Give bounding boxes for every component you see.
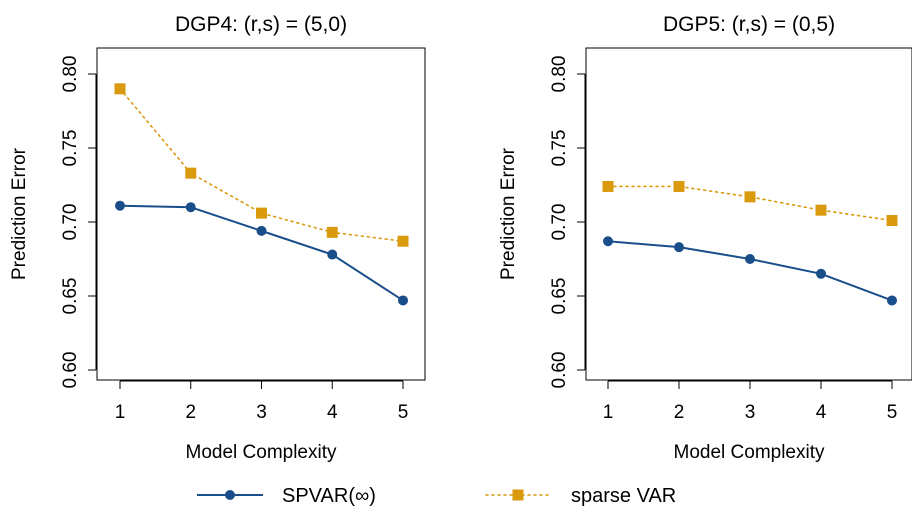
data-point-circle bbox=[256, 225, 267, 236]
x-tick-label: 1 bbox=[603, 402, 614, 423]
series-spvar bbox=[603, 236, 897, 306]
chart-panel-1: DGP4: (r,s) = (5,0) 1 2 3 4 5 Model Complexity… bbox=[9, 13, 426, 463]
y-tick-label: 0.75 bbox=[549, 130, 570, 167]
plot-frame bbox=[585, 47, 912, 381]
data-point-square bbox=[815, 204, 827, 216]
chart-title: DGP5: (r,s) = (0,5) bbox=[663, 13, 835, 36]
chart-panel-2: DGP5: (r,s) = (0,5) 1 2 3 4 5 Model Complexity… bbox=[498, 13, 912, 463]
data-point-square bbox=[886, 215, 898, 227]
legend: SPVAR(∞) sparse VAR bbox=[197, 485, 676, 507]
data-point-square bbox=[602, 180, 614, 192]
x-tick-label: 5 bbox=[887, 402, 898, 423]
x-axis-label: Model Complexity bbox=[186, 442, 337, 463]
x-tick-label: 4 bbox=[816, 402, 827, 423]
data-point-circle bbox=[115, 200, 125, 211]
x-axis-label: Model Complexity bbox=[674, 442, 825, 463]
y-tick-label: 0.60 bbox=[60, 352, 81, 389]
data-point-square bbox=[185, 167, 197, 179]
x-tick-label: 2 bbox=[185, 402, 196, 423]
x-tick-label: 1 bbox=[115, 402, 126, 423]
data-point-square bbox=[673, 180, 685, 192]
data-point-square bbox=[256, 207, 267, 219]
data-point-square bbox=[744, 191, 756, 203]
legend-label-spvar: SPVAR(∞) bbox=[282, 485, 376, 507]
y-tick-label: 0.70 bbox=[60, 204, 81, 241]
y-tick-label: 0.60 bbox=[549, 352, 570, 389]
x-tick-label: 3 bbox=[256, 402, 267, 423]
y-tick-label: 0.70 bbox=[549, 204, 570, 241]
data-point-circle bbox=[816, 268, 826, 279]
x-tick-label: 4 bbox=[327, 402, 338, 423]
x-tick-label: 3 bbox=[745, 402, 756, 423]
series-sparse-var bbox=[602, 180, 898, 227]
plot-frame bbox=[96, 47, 426, 381]
data-point-square bbox=[326, 226, 338, 238]
y-tick-label: 0.80 bbox=[60, 56, 81, 93]
data-point-circle bbox=[603, 236, 613, 247]
x-tick-label: 2 bbox=[674, 402, 685, 423]
data-point-square bbox=[397, 235, 409, 247]
y-tick-label: 0.80 bbox=[549, 56, 570, 93]
data-point-circle bbox=[185, 202, 196, 213]
legend-label-sparse-var: sparse VAR bbox=[571, 485, 676, 507]
x-tick-label: 5 bbox=[398, 402, 409, 423]
series-line bbox=[607, 185, 893, 222]
y-tick-label: 0.65 bbox=[549, 278, 570, 315]
y-axis-label: Prediction Error bbox=[9, 147, 30, 280]
series-sparse-var bbox=[114, 83, 409, 247]
legend-marker-spvar bbox=[225, 490, 235, 500]
y-tick-label: 0.75 bbox=[60, 130, 81, 167]
series-line bbox=[119, 204, 404, 302]
series-line bbox=[607, 240, 893, 302]
chart-title: DGP4: (r,s) = (5,0) bbox=[175, 13, 347, 36]
data-point-circle bbox=[398, 295, 408, 306]
y-tick-label: 0.65 bbox=[60, 278, 81, 315]
data-point-circle bbox=[745, 254, 755, 264]
series-spvar bbox=[115, 200, 408, 306]
data-point-circle bbox=[674, 242, 684, 253]
data-point-circle bbox=[887, 295, 897, 306]
data-point-square bbox=[114, 83, 126, 95]
data-point-circle bbox=[327, 249, 338, 260]
y-axis-label: Prediction Error bbox=[498, 147, 519, 280]
legend-marker-sparse-var bbox=[512, 489, 524, 501]
